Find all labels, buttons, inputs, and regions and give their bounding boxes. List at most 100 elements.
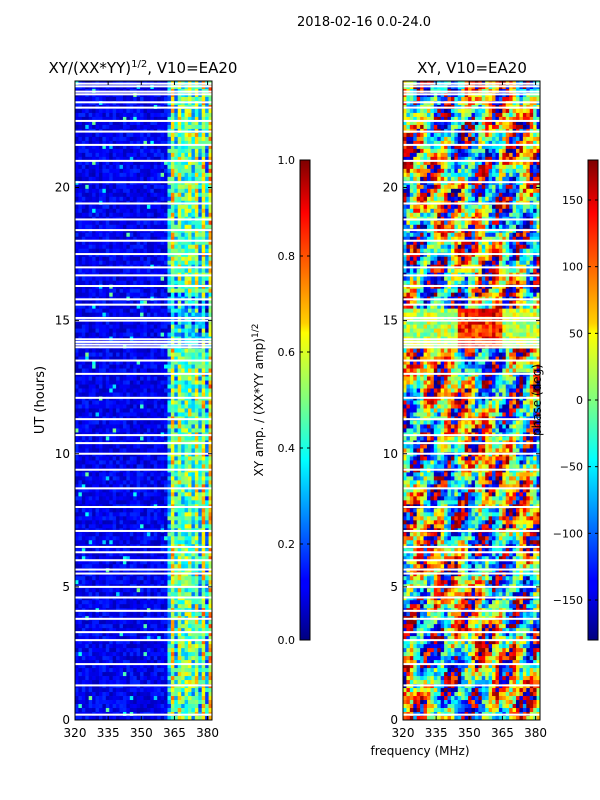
heatmap-cell xyxy=(191,240,196,246)
heatmap-cell xyxy=(198,212,203,218)
heatmap-cell xyxy=(177,400,182,405)
heatmap-cell xyxy=(136,164,141,170)
heatmap-cell xyxy=(150,420,155,425)
heatmap-cell xyxy=(146,532,151,537)
heatmap-cell xyxy=(133,356,138,361)
heatmap-cell xyxy=(201,360,206,365)
heatmap-cell xyxy=(184,172,189,178)
heatmap-cell xyxy=(129,208,134,214)
heatmap-cell xyxy=(205,428,209,433)
heatmap-cell xyxy=(81,332,86,337)
heatmap-cell xyxy=(133,460,138,465)
heatmap-cell xyxy=(177,332,182,337)
heatmap-cell xyxy=(92,428,96,433)
heatmap-cell xyxy=(95,260,100,266)
heatmap-cell xyxy=(160,500,165,505)
heatmap-cell xyxy=(116,220,120,226)
heatmap-cell xyxy=(109,460,114,465)
heatmap-cell xyxy=(112,404,117,409)
heatmap-cell xyxy=(92,436,96,441)
heatmap-cell xyxy=(170,172,175,178)
heatmap-cell xyxy=(174,384,179,389)
heatmap-cell xyxy=(112,448,117,453)
heatmap-cell xyxy=(194,404,199,409)
heatmap-cell xyxy=(119,172,124,178)
heatmap-cell xyxy=(81,576,86,581)
heatmap-cell xyxy=(133,324,138,330)
heatmap-cell xyxy=(188,516,192,521)
heatmap-cell xyxy=(95,420,100,425)
heatmap-cell xyxy=(88,332,93,337)
heatmap-cell xyxy=(85,96,90,102)
heatmap-cell xyxy=(201,488,206,493)
heatmap-cell xyxy=(140,540,144,545)
heatmap-cell xyxy=(181,116,185,122)
heatmap-cell xyxy=(102,276,107,282)
heatmap-cell xyxy=(157,300,162,306)
heatmap-cell xyxy=(92,256,96,262)
heatmap-cell xyxy=(160,276,165,282)
heatmap-cell xyxy=(78,492,83,497)
heatmap-cell xyxy=(133,536,138,541)
heatmap-cell xyxy=(167,428,172,433)
heatmap-cell xyxy=(188,164,192,170)
heatmap-cell xyxy=(119,184,124,190)
heatmap-cell xyxy=(119,516,124,521)
heatmap-cell xyxy=(98,152,103,158)
heatmap-cell xyxy=(81,464,86,469)
heatmap-cell xyxy=(105,424,110,429)
heatmap-cell xyxy=(112,112,117,118)
heatmap-cell xyxy=(88,292,93,298)
heatmap-cell xyxy=(170,384,175,389)
heatmap-cell xyxy=(143,560,148,565)
heatmap-cell xyxy=(208,348,212,353)
heatmap-cell xyxy=(177,532,182,537)
heatmap-cell xyxy=(201,384,206,389)
heatmap-cell xyxy=(177,176,182,182)
heatmap-cell xyxy=(133,364,138,369)
heatmap-cell xyxy=(85,324,90,330)
heatmap-cell xyxy=(119,472,124,477)
heatmap-cell xyxy=(164,348,168,353)
heatmap-cell xyxy=(122,420,127,425)
heatmap-cell xyxy=(181,120,185,126)
heatmap-cell xyxy=(191,404,196,409)
heatmap-cell xyxy=(136,496,141,501)
heatmap-cell xyxy=(109,312,114,318)
heatmap-cell xyxy=(201,248,206,254)
heatmap-cell xyxy=(160,400,165,405)
heatmap-cell xyxy=(85,320,90,326)
heatmap-cell xyxy=(102,508,107,513)
heatmap-cell xyxy=(194,472,199,477)
heatmap-cell xyxy=(92,560,96,565)
heatmap-cell xyxy=(140,428,144,433)
heatmap-cell xyxy=(167,132,172,138)
heatmap-cell xyxy=(170,556,175,561)
heatmap-cell xyxy=(116,360,120,365)
heatmap-cell xyxy=(81,132,86,138)
heatmap-cell xyxy=(157,536,162,541)
heatmap-cell xyxy=(81,444,86,449)
heatmap-cell xyxy=(119,244,124,250)
heatmap-cell xyxy=(105,352,110,357)
heatmap-cell xyxy=(140,192,144,198)
heatmap-cell xyxy=(133,564,138,569)
heatmap-cell xyxy=(184,160,189,166)
heatmap-cell xyxy=(109,420,114,425)
heatmap-cell xyxy=(140,188,144,194)
heatmap-cell xyxy=(133,204,138,210)
heatmap-cell xyxy=(181,384,185,389)
heatmap-cell xyxy=(129,412,134,417)
heatmap-cell xyxy=(150,512,155,517)
heatmap-cell xyxy=(102,404,107,409)
heatmap-cell xyxy=(78,260,83,266)
heatmap-cell xyxy=(88,112,93,118)
heatmap-cell xyxy=(174,276,179,282)
heatmap-cell xyxy=(164,548,168,553)
heatmap-cell xyxy=(181,136,185,142)
heatmap-cell xyxy=(129,400,134,405)
heatmap-cell xyxy=(112,536,117,541)
heatmap-cell xyxy=(198,260,203,266)
heatmap-cell xyxy=(157,172,162,178)
heatmap-cell xyxy=(177,304,182,310)
